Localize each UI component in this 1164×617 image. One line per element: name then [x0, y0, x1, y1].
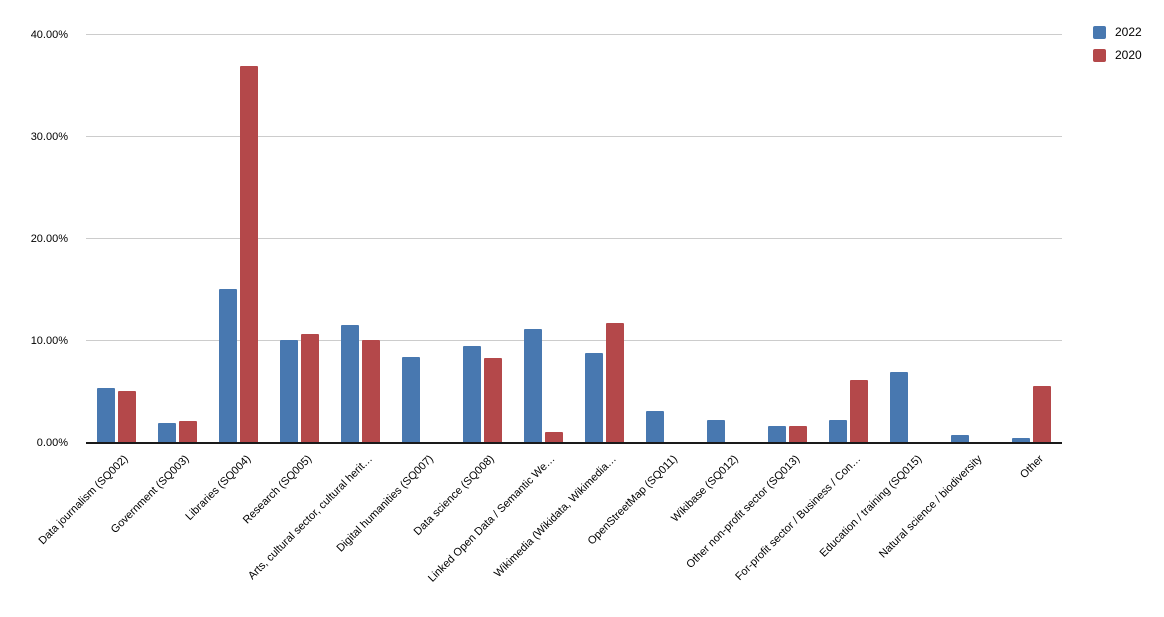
plot-area: [86, 34, 1062, 444]
bar-2022: [219, 289, 237, 443]
x-axis-category-label: Other: [1018, 453, 1046, 481]
bar-2022: [402, 357, 420, 443]
legend-item-2022: 2022: [1093, 26, 1142, 39]
legend: 2022 2020: [1093, 26, 1142, 62]
bar-2022: [585, 353, 603, 443]
bar-group: [330, 35, 391, 443]
bar-2020: [850, 380, 868, 443]
bar-group: [696, 35, 757, 443]
bar-2022: [1012, 438, 1030, 443]
bar-group: [208, 35, 269, 443]
bar-group: [879, 35, 940, 443]
y-axis-tick-label: 10.00%: [30, 335, 68, 347]
bar-2020: [179, 421, 197, 443]
bar-group: [635, 35, 696, 443]
x-axis-category-label: Natural science / biodiversity: [877, 453, 985, 561]
bar-2022: [97, 388, 115, 443]
bar-group: [391, 35, 452, 443]
bar-group: [147, 35, 208, 443]
bar-2020: [484, 358, 502, 443]
bar-2020: [545, 432, 563, 443]
bar-group: [574, 35, 635, 443]
bar-group: [269, 35, 330, 443]
x-axis-category-label: For-profit sector / Business / Con…: [733, 453, 863, 583]
legend-label-2020: 2020: [1115, 48, 1142, 62]
bar-2022: [524, 329, 542, 443]
bar-group: [1001, 35, 1062, 443]
x-axis-line: [86, 442, 1062, 444]
y-axis-tick-label: 0.00%: [36, 437, 68, 449]
bar-group: [513, 35, 574, 443]
gridline-20: [86, 238, 1062, 239]
bar-2020: [362, 340, 380, 443]
legend-swatch-2020: [1093, 49, 1106, 62]
legend-label-2022: 2022: [1115, 25, 1142, 39]
bar-2022: [280, 340, 298, 443]
gridline-30: [86, 136, 1062, 137]
x-axis-category-label: Education / training (SQ015): [817, 453, 924, 560]
y-axis-tick-label: 30.00%: [30, 131, 68, 143]
bar-2020: [240, 66, 258, 443]
bar-2020: [789, 426, 807, 443]
bar-2022: [768, 426, 786, 443]
x-axis-category-label: Other non-profit sector (SQ013): [684, 453, 802, 571]
bar-2022: [890, 372, 908, 443]
gridline-10: [86, 340, 1062, 341]
bar-2022: [829, 420, 847, 443]
bar-group: [940, 35, 1001, 443]
legend-item-2020: 2020: [1093, 49, 1142, 62]
legend-swatch-2022: [1093, 26, 1106, 39]
bar-2022: [341, 325, 359, 443]
x-axis-category-label: Libraries (SQ004): [183, 453, 253, 523]
bar-2022: [463, 346, 481, 443]
gridline-40: [86, 34, 1062, 35]
bar-2020: [118, 391, 136, 443]
x-axis-category-label: Linked Open Data / Semantic We…: [426, 453, 558, 585]
x-axis-category-label: Wikimedia (Wikidata, Wikimedia…: [492, 453, 619, 580]
y-axis-tick-label: 20.00%: [30, 233, 68, 245]
x-axis-category-label: Arts, cultural sector, cultural herit…: [245, 453, 375, 583]
bar-2020: [301, 334, 319, 443]
bar-2020: [1033, 386, 1051, 443]
bar-2020: [606, 323, 624, 443]
bar-2022: [951, 435, 969, 443]
bar-group: [86, 35, 147, 443]
y-axis-tick-label: 40.00%: [30, 29, 68, 41]
bar-group: [757, 35, 818, 443]
bar-2022: [707, 420, 725, 443]
bar-group: [452, 35, 513, 443]
bar-2022: [158, 423, 176, 443]
bar-group: [818, 35, 879, 443]
bar-2022: [646, 411, 664, 443]
